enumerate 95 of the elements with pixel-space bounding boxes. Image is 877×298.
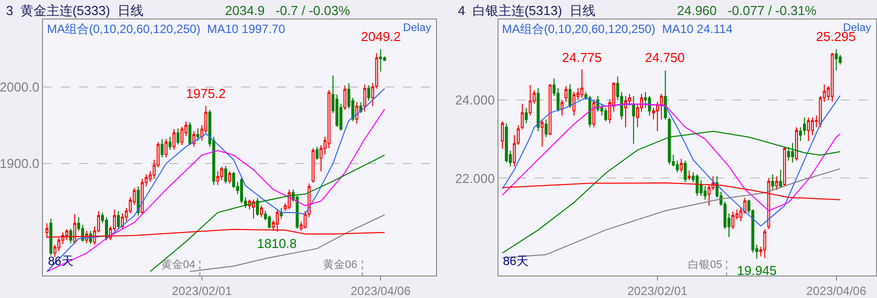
candlestick xyxy=(116,210,120,230)
candlestick xyxy=(196,128,200,142)
candlestick xyxy=(528,84,532,116)
candlestick xyxy=(367,84,370,102)
candlestick xyxy=(795,126,798,162)
candlestick xyxy=(520,103,524,130)
y-tick-label: 2000.0 xyxy=(0,80,40,95)
candlestick xyxy=(548,84,552,136)
candlestick xyxy=(568,84,572,108)
candlestick xyxy=(192,130,196,148)
annotation: 黄金04 xyxy=(161,258,196,271)
candlestick xyxy=(176,128,180,145)
candlestick xyxy=(696,174,699,196)
candlestick xyxy=(316,146,319,160)
x-tick-label: 2023/02/01 xyxy=(627,284,688,298)
candlestick xyxy=(160,138,164,158)
candlestick xyxy=(216,170,220,186)
candlestick xyxy=(688,170,691,181)
candlestick xyxy=(572,92,576,116)
annotation: 2049.2 xyxy=(361,29,401,44)
candlestick xyxy=(375,52,378,89)
annotation: 24.750 xyxy=(645,50,685,65)
candlestick xyxy=(524,107,528,124)
annotation: 黄金06 xyxy=(323,258,358,271)
candlestick xyxy=(256,198,259,216)
candlestick xyxy=(355,102,358,124)
candlestick xyxy=(544,118,548,138)
line-series xyxy=(502,95,841,227)
chart-subtitle: MA组合(0,10,20,60,120,250) MA10 1997.70 xyxy=(47,22,286,36)
candlestick xyxy=(834,48,838,71)
candlestick xyxy=(220,166,224,181)
text: Delay xyxy=(843,22,872,34)
candlestick xyxy=(260,205,263,218)
candlestick xyxy=(268,215,271,230)
annotation: 白银05 xyxy=(688,259,722,271)
text: Delay xyxy=(403,22,432,34)
candlestick xyxy=(830,52,834,102)
candlestick xyxy=(280,207,283,220)
candlestick xyxy=(224,165,228,184)
y-tick-label: 22.000 xyxy=(455,170,495,186)
candlestick xyxy=(312,148,315,184)
candlestick xyxy=(105,216,108,241)
text: 24.960 -0.077 / -0.31% xyxy=(677,3,817,18)
text: 2034.9 -0.7 / -0.03% xyxy=(225,3,350,18)
annotation: 86天 xyxy=(503,254,528,268)
candlestick xyxy=(604,107,608,122)
x-tick-label: 2023/04/06 xyxy=(350,284,411,298)
candlestick xyxy=(343,84,346,110)
candlestick xyxy=(731,211,734,230)
candlestick xyxy=(240,176,244,204)
candlestick xyxy=(791,142,794,164)
candlestick xyxy=(680,158,683,173)
annotation: 19.945 xyxy=(737,263,777,278)
line-series xyxy=(502,103,841,212)
candlestick xyxy=(580,69,584,98)
candlestick xyxy=(783,146,786,187)
candlestick xyxy=(164,138,168,158)
candlestick xyxy=(771,174,774,190)
candlestick xyxy=(371,82,374,107)
line-series xyxy=(150,154,386,272)
candlestick xyxy=(363,84,366,112)
candlestick xyxy=(540,118,544,148)
candlestick xyxy=(588,95,592,128)
candlestick xyxy=(806,116,810,142)
candlestick xyxy=(49,218,52,256)
chart-subtitle: MA组合(0,10,20,60,120,250) MA10 24.114 xyxy=(502,22,733,36)
candlestick xyxy=(560,99,564,116)
candlestick xyxy=(379,48,382,72)
annotation: 24.775 xyxy=(562,50,602,65)
candlestick xyxy=(228,170,232,184)
candlestick xyxy=(592,99,596,128)
candlestick xyxy=(624,95,628,128)
candlestick xyxy=(168,136,172,150)
candlestick xyxy=(172,128,176,150)
candlestick xyxy=(632,95,636,144)
candlestick xyxy=(779,169,782,189)
candlestick xyxy=(500,120,504,150)
candlestick xyxy=(252,199,255,220)
y-tick-label: 1900.0 xyxy=(0,156,40,172)
annotation: 1810.8 xyxy=(257,236,297,251)
candlestick xyxy=(504,122,508,164)
y-tick-label: 24.000 xyxy=(455,92,495,108)
candlestick xyxy=(536,88,540,132)
candlestick xyxy=(648,95,651,116)
candlestick xyxy=(664,70,667,120)
annotation: 1975.2 xyxy=(186,86,226,101)
chart-title: 4 白银主连(5313) 日线 xyxy=(458,3,596,18)
x-tick-label: 2023/04/06 xyxy=(806,284,867,298)
candlestick xyxy=(564,86,568,102)
candlestick xyxy=(188,122,192,146)
candlestick xyxy=(775,176,778,190)
chart-title: 3 黄金主连(5333) 日线 xyxy=(6,3,144,18)
candlestick xyxy=(763,228,766,259)
candlestick xyxy=(787,146,790,162)
x-tick-label: 2023/02/01 xyxy=(172,284,232,298)
